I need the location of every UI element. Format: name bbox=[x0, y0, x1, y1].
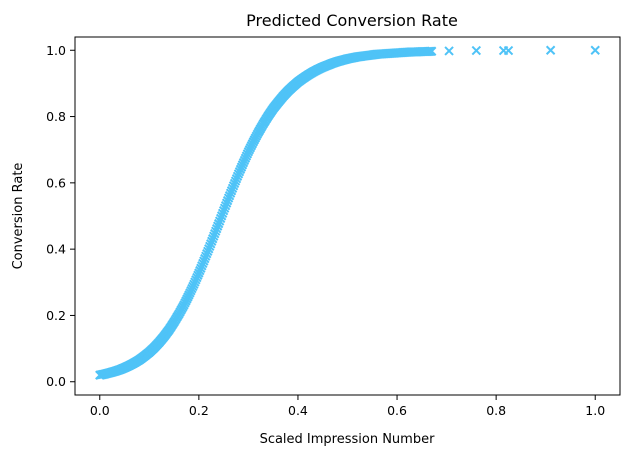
chart-title: Predicted Conversion Rate bbox=[246, 11, 458, 30]
scatter-point bbox=[220, 200, 231, 211]
scatter-point bbox=[218, 205, 229, 216]
scatter-point bbox=[211, 226, 221, 236]
y-tick-label: 0.8 bbox=[46, 109, 66, 124]
scatter-point bbox=[214, 216, 225, 226]
scatter-point bbox=[213, 218, 224, 229]
scatter-point bbox=[503, 45, 514, 56]
scatter-point bbox=[426, 46, 436, 57]
scatter-point bbox=[206, 239, 216, 249]
y-tick-label: 0.0 bbox=[46, 374, 66, 389]
x-axis-ticks: 0.0 0.2 0.4 0.6 0.8 1.0 bbox=[90, 395, 605, 418]
x-tick-label: 1.0 bbox=[585, 403, 605, 418]
scatter-point bbox=[205, 241, 215, 252]
scatter-point bbox=[221, 198, 232, 208]
scatter-point bbox=[227, 183, 238, 193]
scatter-point bbox=[216, 211, 227, 221]
x-tick-label: 0.4 bbox=[288, 403, 308, 418]
y-tick-label: 1.0 bbox=[46, 43, 66, 58]
scatter-point bbox=[202, 249, 212, 259]
scatter-point bbox=[226, 186, 237, 196]
scatter-point bbox=[208, 234, 218, 244]
scatter-point bbox=[219, 203, 230, 213]
scatter-point bbox=[210, 228, 220, 239]
y-tick-label: 0.2 bbox=[46, 308, 66, 323]
x-tick-label: 0.0 bbox=[90, 403, 110, 418]
scatter-point bbox=[225, 188, 236, 198]
scatter-point bbox=[209, 231, 219, 241]
scatter-markers bbox=[95, 45, 600, 380]
scatter-point bbox=[211, 223, 222, 234]
scatter-point bbox=[217, 208, 228, 218]
y-tick-label: 0.6 bbox=[46, 175, 66, 190]
scatter-point bbox=[207, 236, 217, 246]
y-axis-ticks: 0.0 0.2 0.4 0.6 0.8 1.0 bbox=[46, 43, 75, 389]
scatter-point bbox=[444, 46, 454, 56]
y-axis-label: Conversion Rate bbox=[11, 163, 26, 270]
scatter-point bbox=[204, 244, 214, 254]
scatter-point bbox=[215, 213, 226, 224]
scatter-point bbox=[223, 193, 234, 203]
scatter-point bbox=[198, 258, 208, 269]
scatter-point bbox=[201, 251, 211, 261]
scatter-point bbox=[224, 190, 235, 201]
x-tick-label: 0.6 bbox=[387, 403, 407, 418]
y-tick-label: 0.4 bbox=[46, 242, 66, 257]
plot-area: 0.0 0.2 0.4 0.6 0.8 1.0 0.0 0.2 0.4 0.6 0.8 1.0 bbox=[46, 36, 621, 418]
x-tick-label: 0.2 bbox=[189, 403, 209, 418]
scatter-point bbox=[545, 45, 556, 55]
x-tick-label: 0.8 bbox=[486, 403, 506, 418]
plot-frame bbox=[74, 36, 621, 396]
scatter-point bbox=[200, 253, 210, 264]
scatter-point bbox=[590, 45, 600, 55]
scatter-point bbox=[471, 45, 482, 56]
scatter-point bbox=[212, 221, 223, 231]
scatter-point bbox=[222, 195, 233, 206]
x-axis-label: Scaled Impression Number bbox=[260, 432, 436, 447]
scatter-point bbox=[203, 246, 213, 256]
